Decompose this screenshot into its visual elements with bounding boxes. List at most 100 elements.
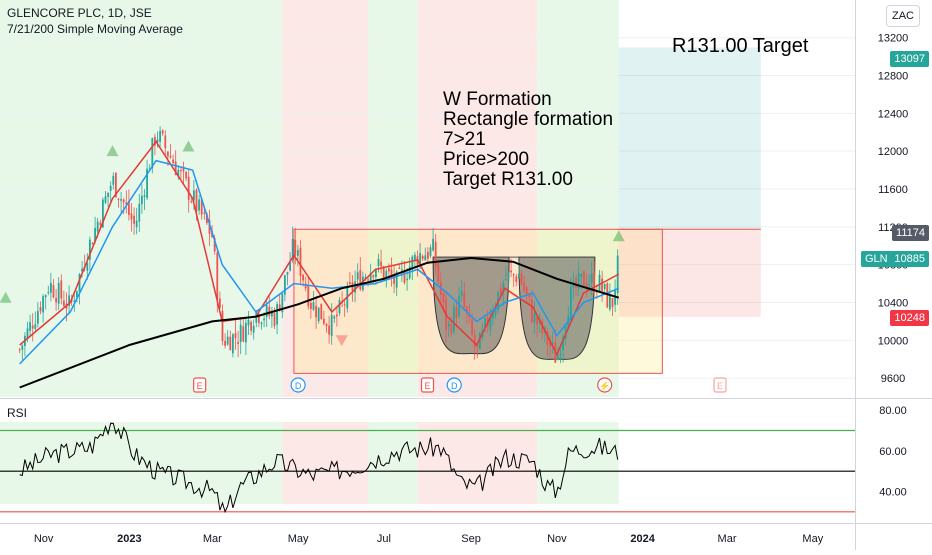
stop-zone (618, 229, 761, 317)
price-tick-label-9: 13200 (878, 33, 909, 45)
candle-body-120 (330, 314, 333, 337)
candle-body-55 (161, 130, 164, 134)
candle-body-113 (312, 302, 315, 310)
candle-body-190 (512, 274, 515, 276)
candle-body-81 (229, 336, 232, 351)
rsi-zone-2 (368, 422, 418, 504)
candle-body-195 (525, 287, 528, 295)
time-tick-label-1: 2023 (117, 533, 141, 545)
candle-body-216 (580, 273, 583, 277)
candle-body-5 (31, 325, 34, 329)
candle-body-123 (338, 300, 341, 314)
candle-body-40 (122, 199, 125, 203)
candle-body-177 (478, 333, 481, 350)
price-tick-label-1: 10000 (878, 335, 909, 347)
indicator-title: 7/21/200 Simple Moving Average (7, 22, 183, 36)
candle-body-97 (270, 312, 273, 317)
candle-body-148 (403, 271, 406, 283)
candle-body-45 (135, 220, 138, 228)
candle-body-137 (374, 269, 377, 278)
candle-body-87 (244, 322, 247, 343)
candle-body-179 (484, 318, 486, 328)
candle-body-135 (369, 272, 372, 283)
candle-body-142 (387, 268, 390, 272)
rsi-label: RSI (7, 406, 28, 420)
candle-body-170 (460, 290, 463, 297)
note-4: Price>200 (443, 149, 530, 170)
candle-body-104 (289, 262, 291, 271)
note-2: Rectangle formation (443, 109, 614, 130)
candle-body-110 (304, 283, 307, 289)
candle-body-33 (104, 196, 107, 203)
candle-body-129 (354, 281, 356, 293)
candle-body-215 (577, 273, 580, 289)
candle-body-146 (398, 267, 401, 269)
candle-body-157 (426, 251, 429, 259)
candle-body-63 (182, 166, 185, 172)
candle-body-163 (442, 293, 445, 303)
rsi-zone-1 (282, 422, 369, 504)
price-tick-label-6: 12000 (878, 146, 909, 158)
candle-body-16 (60, 280, 63, 299)
candle-body-152 (413, 254, 416, 261)
candle-body-26 (86, 262, 89, 271)
event-marker-2 (420, 377, 435, 393)
candle-body-226 (606, 283, 609, 308)
candle-body-114 (315, 305, 317, 318)
candle-body-48 (143, 195, 146, 197)
time-tick-label-2: Mar (203, 533, 222, 545)
rsi-tick-label-0: 80.00 (879, 405, 907, 417)
candle-body-145 (395, 271, 398, 288)
candle-body-96 (268, 306, 271, 316)
candle-body-223 (598, 274, 601, 292)
candle-body-31 (99, 222, 102, 225)
candle-body-196 (528, 293, 531, 298)
candle-body-185 (499, 288, 502, 295)
candle-body-174 (471, 319, 473, 335)
event-marker-label-1: D (295, 381, 302, 391)
candle-body-60 (174, 161, 177, 176)
candle-body-173 (468, 314, 471, 318)
signal-triangle-0 (0, 291, 12, 303)
candle-body-105 (291, 238, 294, 261)
candle-body-219 (588, 284, 590, 286)
candle-body-107 (296, 250, 299, 256)
candle-body-183 (494, 307, 497, 316)
candle-body-102 (283, 275, 286, 295)
candle-body-64 (185, 171, 187, 179)
candle-body-149 (406, 278, 408, 281)
candle-body-34 (107, 192, 109, 197)
candle-body-51 (151, 138, 154, 169)
candle-body-54 (159, 130, 161, 142)
candle-body-159 (432, 238, 434, 251)
candle-body-192 (517, 273, 520, 279)
rsi-zone-4 (537, 422, 619, 504)
candle-body-118 (325, 324, 328, 327)
candle-body-191 (515, 276, 518, 282)
candle-body-220 (590, 273, 593, 283)
candle-body-73 (208, 219, 211, 234)
candle-body-140 (382, 266, 385, 279)
candle-body-85 (239, 324, 242, 343)
candle-body-44 (133, 215, 135, 224)
candle-body-4 (29, 322, 31, 331)
sma-200-line (19, 256, 620, 389)
candle-body-42 (127, 200, 130, 215)
candle-body-98 (273, 312, 276, 327)
event-marker-4 (597, 377, 613, 393)
candle-body-198 (533, 313, 536, 323)
candle-body-168 (455, 307, 458, 318)
candle-body-69 (198, 199, 200, 211)
candle-body-175 (473, 335, 476, 348)
price-tick-label-7: 12400 (878, 108, 909, 120)
candle-body-7 (36, 310, 39, 324)
currency-button[interactable]: ZAC (886, 5, 920, 27)
candle-body-155 (421, 255, 424, 259)
candle-body-1 (21, 345, 24, 350)
candle-body-70 (200, 198, 203, 215)
candle-body-182 (491, 313, 494, 319)
signal-triangle-1 (106, 145, 119, 157)
candle-body-76 (216, 252, 219, 300)
candle-body-12 (49, 282, 52, 293)
candle-body-111 (307, 284, 310, 307)
